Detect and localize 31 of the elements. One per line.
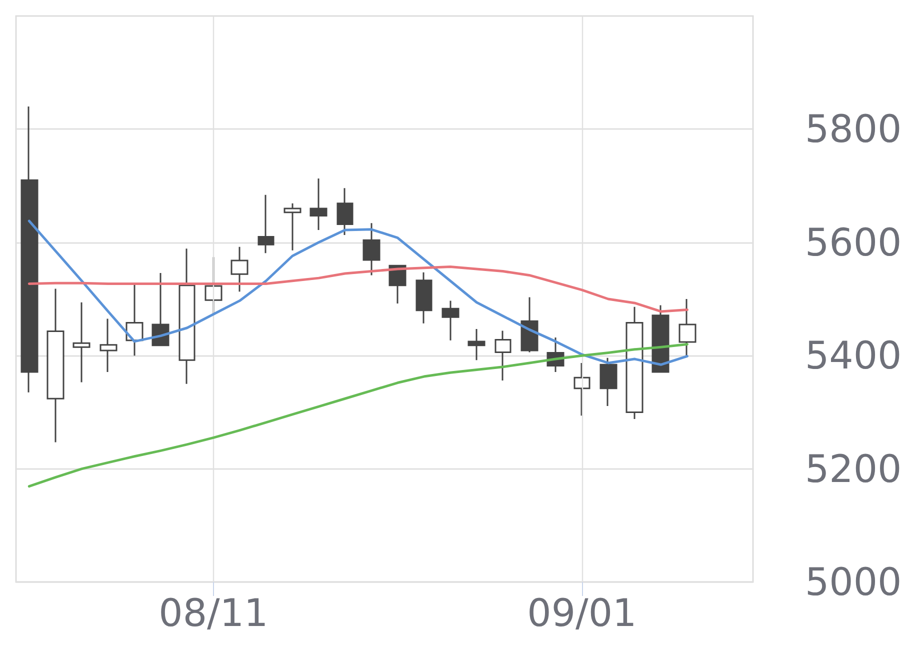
x-tick-label: 09/01 [527,591,637,635]
y-tick-label: 5000 [805,560,902,604]
candlestick [520,296,538,353]
candlestick [284,202,302,252]
y-tick-label: 5200 [805,446,902,491]
x-tick-label: 08/11 [158,591,268,635]
candlestick [416,272,432,324]
candlestick [600,357,618,407]
candlestick [468,328,486,361]
candlestick [230,246,248,292]
line-series [28,220,688,366]
candlestick [336,187,354,236]
candlestick [678,298,696,357]
candlestick [20,106,38,394]
y-tick-label: 5400 [805,334,902,378]
candlestick [310,178,328,231]
y-tick-label: 5600 [805,220,902,264]
candlestick [442,300,460,342]
candlestick [100,318,118,373]
candlestick [626,306,644,420]
candlestick [362,222,380,276]
y-tick-label: 5800 [805,107,902,152]
candlestick [258,194,274,254]
line-series [28,265,688,313]
candlestick [72,302,90,383]
candlestick [652,304,670,373]
candlestick [574,362,590,416]
line-series [28,343,688,488]
candlestick [178,248,196,385]
candlestick [494,330,512,382]
candlestick [46,288,64,443]
